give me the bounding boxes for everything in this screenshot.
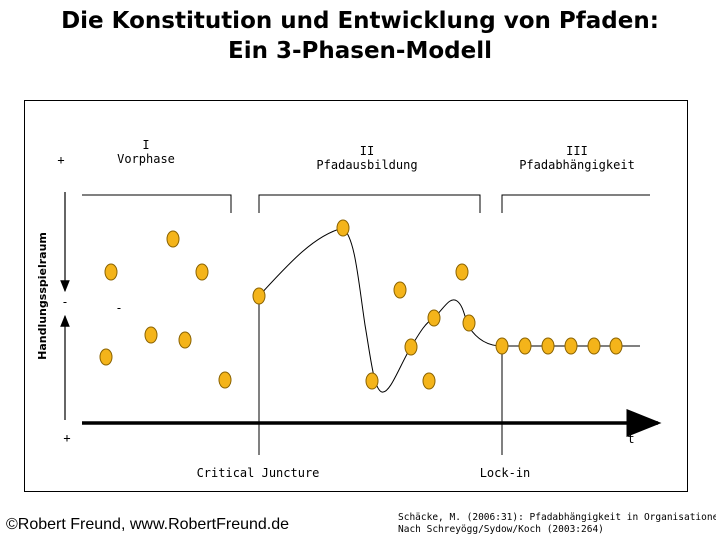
y-plus-top: + [57,153,64,167]
dot [252,287,266,305]
dot [518,337,532,355]
source-citation: Schäcke, M. (2006:31): Pfadabhängigkeit … [398,512,716,536]
phase-1-dots [99,230,232,389]
dot [195,263,209,281]
critical-juncture-label: Critical Juncture [197,466,320,480]
phase-2-numeral: II [360,144,374,158]
dot [455,263,469,281]
dot [365,372,379,390]
dot [218,371,232,389]
y-minus-mid: - [61,295,68,309]
phase-3-dots [495,337,623,355]
phase-3-bracket [501,194,650,213]
dot [144,326,158,344]
dot [166,230,180,248]
phase-2-bracket [258,194,481,213]
dot [422,372,436,390]
dot [336,219,350,237]
phase-2-dots [252,219,476,390]
y-plus-bottom: + [63,431,70,445]
dot [564,337,578,355]
source-line-2: Nach Schreyögg/Sydow/Koch (2003:264) [398,524,604,535]
phase-2-name: Pfadausbildung [316,158,417,172]
dot [495,337,509,355]
x-axis-label: t [627,432,634,446]
dot [587,337,601,355]
dot [541,337,555,355]
phase-1-numeral: I [142,138,149,152]
phase-3-name: Pfadabhängigkeit [519,158,635,172]
source-line-1: Schäcke, M. (2006:31): Pfadabhängigkeit … [398,512,716,523]
dot [99,348,113,366]
phase-3-numeral: III [566,144,588,158]
y-axis-label: Handlungsspielraum [36,232,49,360]
dot [427,309,441,327]
dot [178,331,192,349]
lock-in-label: Lock-in [480,466,531,480]
dot [404,338,418,356]
copyright-footer: ©Robert Freund, www.RobertFreund.de [6,516,290,533]
development-curve [258,227,640,393]
diagram-frame [24,100,688,492]
title-line-2: Ein 3-Phasen-Modell [227,38,492,64]
dot [393,281,407,299]
title-line-1: Die Konstitution und Entwicklung von Pfa… [61,8,659,34]
phase-1-name: Vorphase [117,152,175,166]
dot [462,314,476,332]
dot [609,337,623,355]
y-minus-inner: - [115,301,122,315]
phase-1-bracket [82,194,232,213]
dot [104,263,118,281]
